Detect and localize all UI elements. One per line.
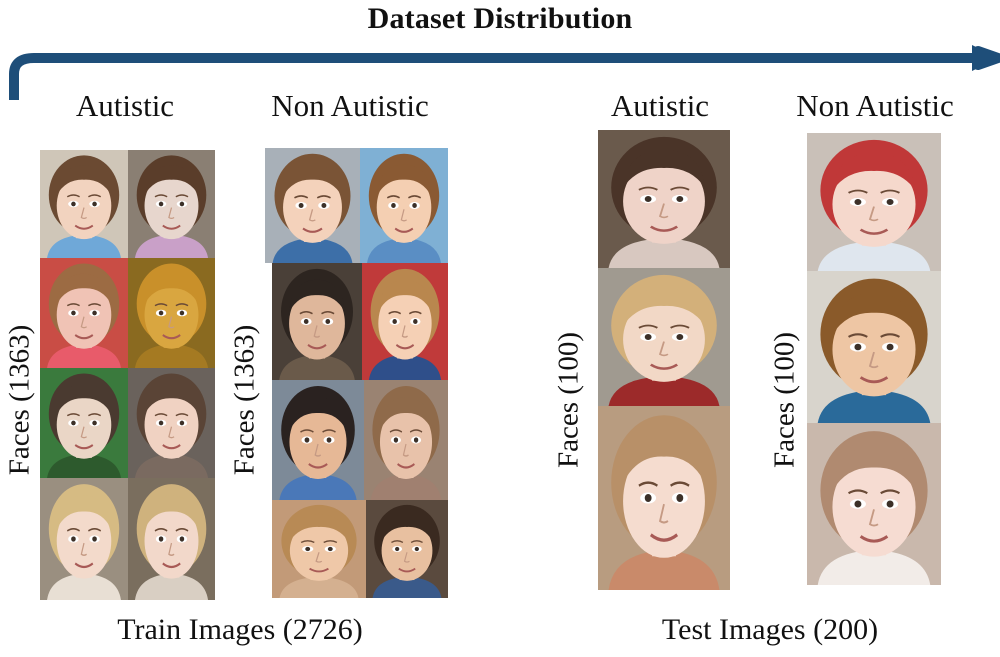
face-photo xyxy=(360,148,448,263)
face-photo xyxy=(128,478,215,600)
test-non-autistic-label: Non Autistic xyxy=(796,88,954,123)
arrow-head-icon xyxy=(972,45,999,71)
face-photo xyxy=(598,130,730,268)
test-images-caption: Test Images (200) xyxy=(661,613,879,646)
face-photo xyxy=(128,150,215,258)
face-photo xyxy=(598,406,730,590)
face-photo xyxy=(272,263,362,380)
face-photo xyxy=(807,423,941,585)
face-photo xyxy=(362,263,448,380)
train-autistic-label: Autistic xyxy=(75,88,175,123)
train-non-autistic-label: Non Autistic xyxy=(271,88,429,123)
test-autistic-label: Autistic xyxy=(610,88,710,123)
face-photo xyxy=(272,500,366,598)
train-autistic-count: Faces (1363) xyxy=(3,324,36,476)
face-photo xyxy=(807,271,941,423)
train-non-autistic-count: Faces (1363) xyxy=(228,324,261,476)
face-photo xyxy=(807,133,941,271)
diagram-title: Dataset Distribution xyxy=(367,2,633,35)
face-photo xyxy=(366,500,448,598)
face-photo xyxy=(40,258,128,368)
test-non-autistic-count: Faces (100) xyxy=(768,331,801,469)
face-photo xyxy=(265,148,360,263)
test-autistic-count: Faces (100) xyxy=(552,331,585,469)
face-photo xyxy=(40,150,128,258)
face-photo xyxy=(40,368,128,478)
face-photo xyxy=(128,368,215,478)
train-images-caption: Train Images (2726) xyxy=(117,613,363,646)
face-photo xyxy=(128,258,215,368)
face-photo xyxy=(364,380,448,500)
timeline-arrow xyxy=(9,45,1000,100)
face-photo xyxy=(272,380,364,500)
face-photo xyxy=(40,478,128,600)
face-photo xyxy=(598,268,730,406)
